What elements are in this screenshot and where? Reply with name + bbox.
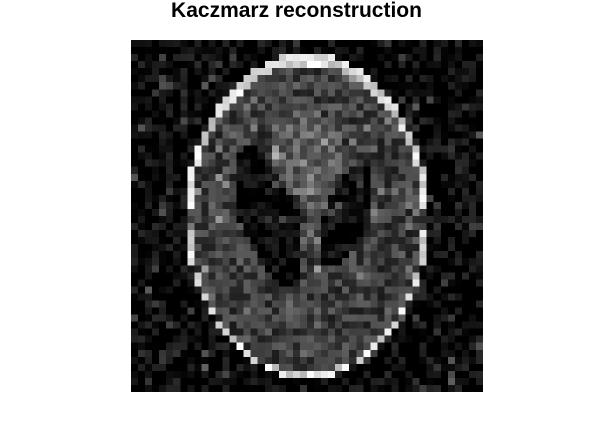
reconstruction-canvas	[131, 40, 483, 392]
figure-title: Kaczmarz reconstruction	[171, 0, 422, 22]
reconstruction-image	[131, 40, 483, 392]
